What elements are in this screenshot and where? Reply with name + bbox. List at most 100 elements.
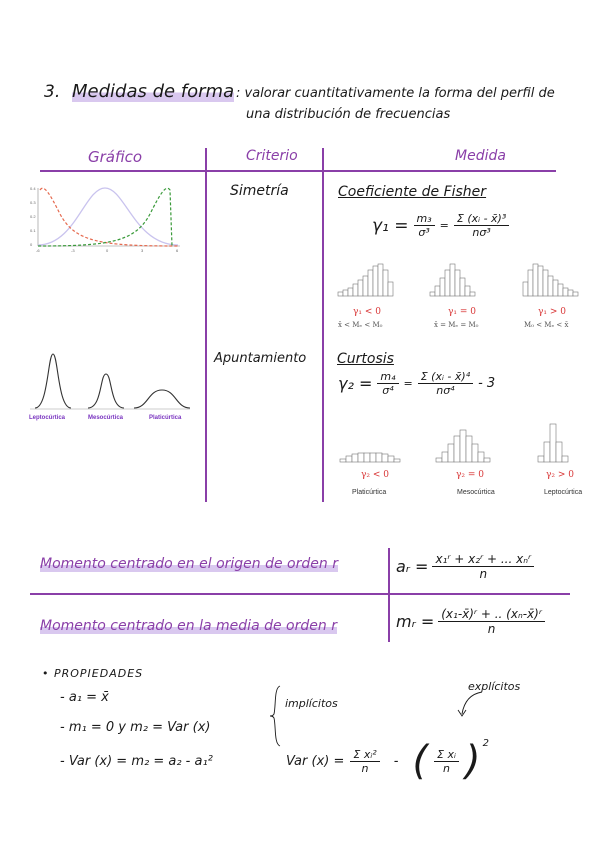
histogram-bar bbox=[547, 275, 554, 297]
moment-mean-label: Momento centrado en la media de orden r bbox=[40, 618, 337, 634]
chart-x-tick: 6 bbox=[176, 248, 179, 253]
histogram-bar bbox=[477, 451, 485, 463]
moments-divider-horizontal bbox=[30, 593, 570, 595]
histogram-bar bbox=[377, 263, 384, 297]
histogram-bar bbox=[532, 263, 539, 297]
property-item-3: - Var (x) = m₂ = a₂ - a₁² bbox=[60, 754, 213, 769]
platykurtic-curve bbox=[133, 389, 191, 409]
histogram-bar bbox=[469, 291, 476, 297]
skew-case-relation-1: x̄ < Mₑ < M₀ bbox=[338, 321, 383, 329]
histogram-bar bbox=[339, 458, 347, 463]
explicitos-label: explícitos bbox=[468, 680, 521, 693]
implicit-brace bbox=[269, 685, 281, 747]
variance-frac2-num: Σ xᵢ bbox=[434, 748, 459, 762]
fisher-frac2-num: Σ (xᵢ - x̄)³ bbox=[453, 212, 510, 226]
moment-origin-den: n bbox=[479, 567, 488, 581]
histogram-bar bbox=[562, 287, 569, 297]
variance-power: 2 bbox=[482, 738, 489, 749]
histogram-bar bbox=[351, 453, 359, 463]
column-header-medida: Medida bbox=[455, 148, 506, 164]
histogram-leptokurtic bbox=[537, 423, 569, 463]
leptokurtic-curve bbox=[34, 353, 72, 409]
kurt-case-name-1: Platicúrtica bbox=[352, 489, 387, 496]
moment-origin-fraction: x₁ʳ + x₂ʳ + ... xₙʳ n bbox=[432, 552, 535, 581]
fisher-lhs: γ₁ = bbox=[372, 215, 409, 236]
histogram-bar bbox=[375, 452, 383, 463]
kurt-case-label-2: γ₂ = 0 bbox=[456, 470, 484, 480]
histogram-bar bbox=[357, 279, 364, 297]
histogram-positive-skew bbox=[522, 263, 579, 297]
curtosis-frac1-num: m₄ bbox=[377, 370, 399, 384]
chart-x-tick: 3 bbox=[141, 248, 144, 253]
section-description-line2: una distribución de frecuencias bbox=[246, 107, 451, 122]
histogram-bar bbox=[342, 289, 349, 297]
section-number: 3. bbox=[44, 82, 61, 102]
histogram-bar bbox=[439, 277, 446, 297]
histogram-bar bbox=[369, 452, 377, 463]
histogram-bar bbox=[542, 269, 549, 297]
histogram-bar bbox=[453, 435, 461, 463]
histogram-bar bbox=[471, 443, 479, 463]
curtosis-tail: - 3 bbox=[478, 376, 496, 391]
moment-mean-symbol: mᵣ = bbox=[396, 612, 435, 631]
histogram-bar bbox=[459, 277, 466, 297]
histogram-bar bbox=[345, 455, 353, 463]
histogram-bar bbox=[444, 269, 451, 297]
fisher-fraction-1: m₃ σ³ bbox=[413, 212, 435, 239]
histogram-bar bbox=[454, 269, 461, 297]
histogram-bar bbox=[352, 283, 359, 297]
histogram-bar bbox=[567, 289, 574, 297]
histogram-bar bbox=[429, 291, 436, 297]
curtosis-formula: γ₂ = m₄ σ⁴ = Σ (xᵢ - x̄)⁴ nσ⁴ - 3 bbox=[338, 370, 495, 397]
histogram-bar bbox=[537, 265, 544, 297]
histogram-platykurtic bbox=[339, 452, 401, 463]
chart-y-tick: 0.3 bbox=[30, 200, 36, 205]
variance-fraction-2: Σ xᵢ n bbox=[434, 748, 459, 775]
histogram-bar bbox=[387, 281, 394, 297]
kurt-case-label-3: γ₂ > 0 bbox=[546, 470, 574, 480]
histogram-bar bbox=[435, 457, 443, 463]
criterio-simetria: Simetría bbox=[230, 183, 289, 199]
implicitos-label: implícitos bbox=[285, 697, 338, 710]
mesokurtic-curve bbox=[87, 373, 125, 409]
histogram-bar bbox=[357, 452, 365, 463]
variance-formula: Var (x) = Σ xᵢ² n - ( Σ xᵢ n ) 2 bbox=[286, 738, 489, 784]
fisher-equals: = bbox=[439, 219, 449, 232]
histogram-bar bbox=[555, 441, 563, 463]
histogram-bar bbox=[572, 291, 579, 297]
moment-mean-den: n bbox=[487, 622, 496, 636]
fisher-frac2-den: nσ³ bbox=[472, 226, 491, 239]
histogram-bar bbox=[449, 263, 456, 297]
moment-mean-num: (x₁-x̄)ʳ + .. (xₙ-x̄)ʳ bbox=[438, 607, 545, 622]
skew-case-relation-2: x̄ = Mₑ = M₀ bbox=[434, 321, 479, 329]
histogram-bar bbox=[465, 435, 473, 463]
histogram-bar bbox=[381, 453, 389, 463]
curve-label-mesocurtica: Mesocúrtica bbox=[88, 415, 124, 421]
kurt-case-name-3: Leptocúrtica bbox=[544, 489, 583, 496]
section-title: Medidas de forma bbox=[72, 81, 235, 102]
symmetric-curve bbox=[37, 187, 179, 246]
variance-minus: - bbox=[393, 753, 399, 769]
histogram-bar bbox=[557, 283, 564, 297]
histogram-bar bbox=[464, 285, 471, 297]
skew-case-label-3: γ₁ > 0 bbox=[538, 307, 566, 317]
chart-x-tick: 0 bbox=[106, 248, 109, 253]
curtosis-fraction-2: Σ (xᵢ - x̄)⁴ nσ⁴ bbox=[417, 370, 474, 397]
skewness-distribution-chart: 0.4 0.3 0.2 0.1 0 -6 -3 0 3 6 bbox=[30, 186, 180, 253]
kurtosis-curves bbox=[30, 353, 191, 410]
curtosis-frac1-den: σ⁴ bbox=[382, 384, 394, 397]
curve-label-platicurtica: Platicúrtica bbox=[149, 415, 182, 421]
skew-case-label-1: γ₁ < 0 bbox=[353, 307, 381, 317]
moment-origin-label: Momento centrado en el origen de orden r bbox=[40, 556, 338, 572]
variance-paren-open: ( bbox=[412, 738, 429, 784]
histogram-bar bbox=[347, 287, 354, 297]
property-item-1: - a₁ = x̄ bbox=[60, 690, 109, 705]
column-header-criterio: Criterio bbox=[246, 148, 298, 164]
curtosis-frac2-den: nσ⁴ bbox=[436, 384, 455, 397]
histogram-bar bbox=[441, 451, 449, 463]
histogram-bar bbox=[522, 281, 529, 297]
kurt-case-label-1: γ₂ < 0 bbox=[361, 470, 389, 480]
chart-y-tick: 0.1 bbox=[30, 228, 36, 233]
variance-frac1-den: n bbox=[361, 761, 369, 775]
histogram-bar bbox=[434, 285, 441, 297]
